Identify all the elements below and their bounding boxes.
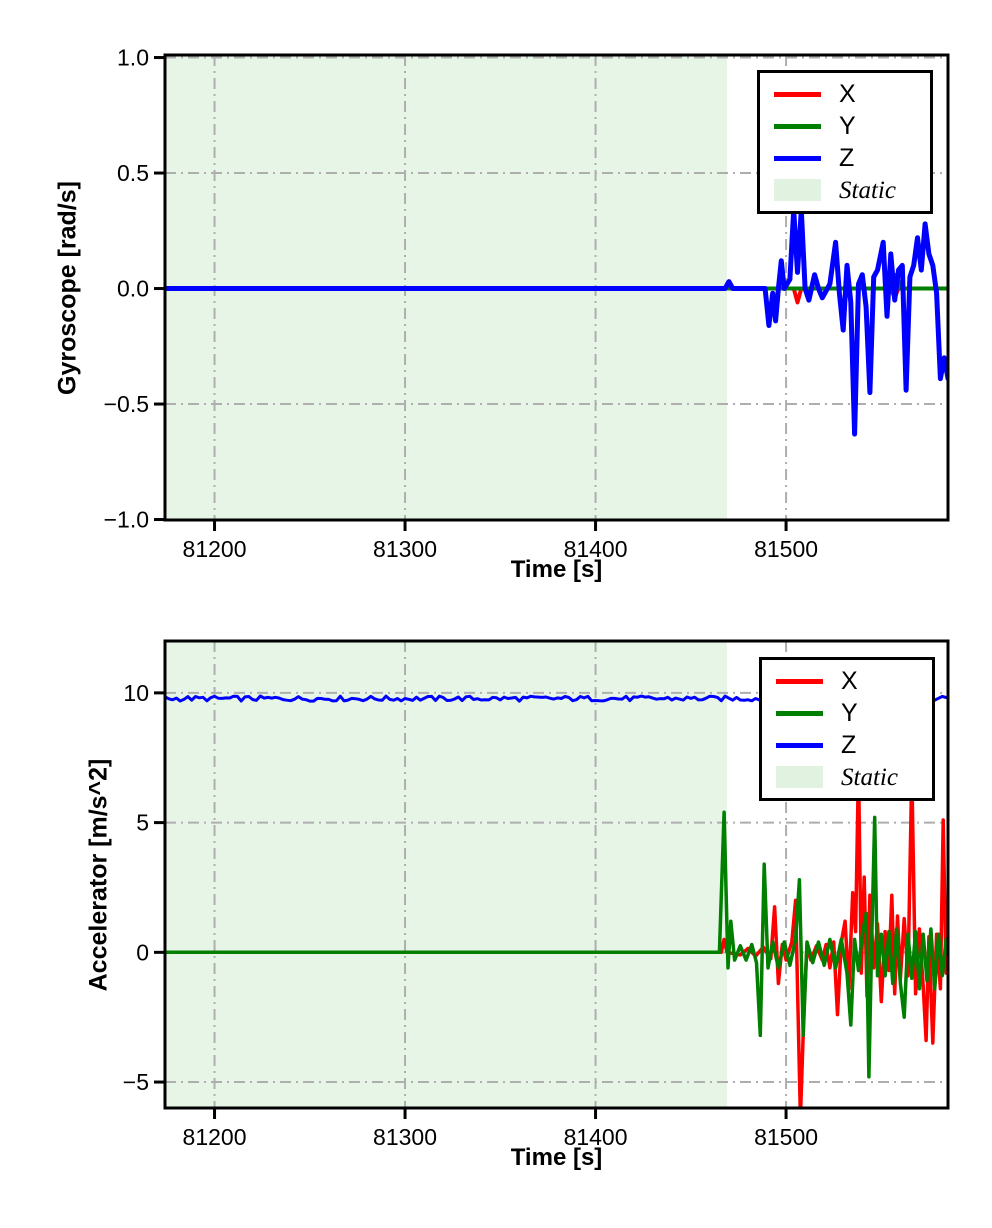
accelerator-plot: 81200 81300 81400 81500 10 5 0 −5 [123, 639, 950, 1150]
legend-line-sample [776, 710, 823, 716]
legend-line-sample [774, 91, 821, 97]
tick-marks [154, 56, 788, 531]
gyroscope-legend: X Y Z Static [757, 70, 933, 214]
legend-item-static: Static [774, 175, 926, 206]
series-z-line [165, 207, 948, 437]
legend-label: Static [841, 763, 898, 791]
static-region [165, 641, 728, 1108]
legend-line-sample [776, 678, 823, 684]
legend-item-y: Y [776, 698, 928, 729]
y-tick-label: 1.0 [117, 45, 149, 71]
x-tick-label: 81400 [564, 536, 628, 562]
accelerator-y-axis-label: Accelerator [m/s^2] [84, 758, 113, 992]
y-tick-label: −1.0 [104, 507, 149, 533]
y-tick-label: 0.5 [117, 160, 149, 186]
legend-label: Z [839, 143, 855, 172]
x-tick-label: 81500 [754, 1124, 818, 1150]
gyroscope-plot: 81200 81300 81400 81500 1.0 0.5 0.0 −0.5 −1.0 [104, 45, 950, 562]
legend-item-x: X [776, 666, 928, 697]
x-tick-label: 81200 [183, 536, 247, 562]
y-tick-label: −5 [123, 1069, 149, 1095]
legend-item-y: Y [774, 111, 926, 142]
legend-line-sample [776, 742, 823, 748]
legend-patch-sample [774, 179, 821, 201]
x-tick-label: 81300 [373, 536, 437, 562]
legend-label: Y [839, 111, 856, 140]
legend-item-x: X [774, 79, 926, 110]
x-tick-label: 81500 [754, 536, 818, 562]
series-y-line [165, 810, 948, 1079]
x-tick-label: 81300 [373, 1124, 437, 1150]
y-tick-label: −0.5 [104, 391, 149, 417]
legend-line-sample [774, 123, 821, 129]
y-tick-label: 10 [123, 680, 149, 706]
legend-item-static: Static [776, 762, 928, 793]
legend-label: Z [841, 730, 857, 759]
legend-label: Y [841, 698, 858, 727]
plot-border [163, 639, 950, 1110]
legend-item-z: Z [776, 730, 928, 761]
legend-label: Static [839, 176, 896, 204]
accelerator-x-axis-label: Time [s] [510, 1144, 603, 1171]
legend-line-sample [774, 155, 821, 161]
legend-item-z: Z [774, 143, 926, 174]
tick-marks [154, 691, 788, 1119]
x-tick-label: 81200 [183, 1124, 247, 1150]
legend-label: X [841, 666, 858, 695]
x-tick-label: 81400 [564, 1124, 628, 1150]
series-group [165, 207, 948, 437]
legend-patch-sample [776, 766, 823, 788]
gyroscope-x-axis-label: Time [s] [510, 556, 603, 583]
accelerator-legend: X Y Z Static [759, 657, 935, 801]
gyroscope-y-axis-label: Gyroscope [rad/s] [53, 181, 82, 395]
y-tick-label: 5 [136, 810, 149, 836]
legend-label: X [839, 79, 856, 108]
y-tick-label: 0.0 [117, 276, 149, 302]
y-tick-label: 0 [136, 939, 149, 965]
